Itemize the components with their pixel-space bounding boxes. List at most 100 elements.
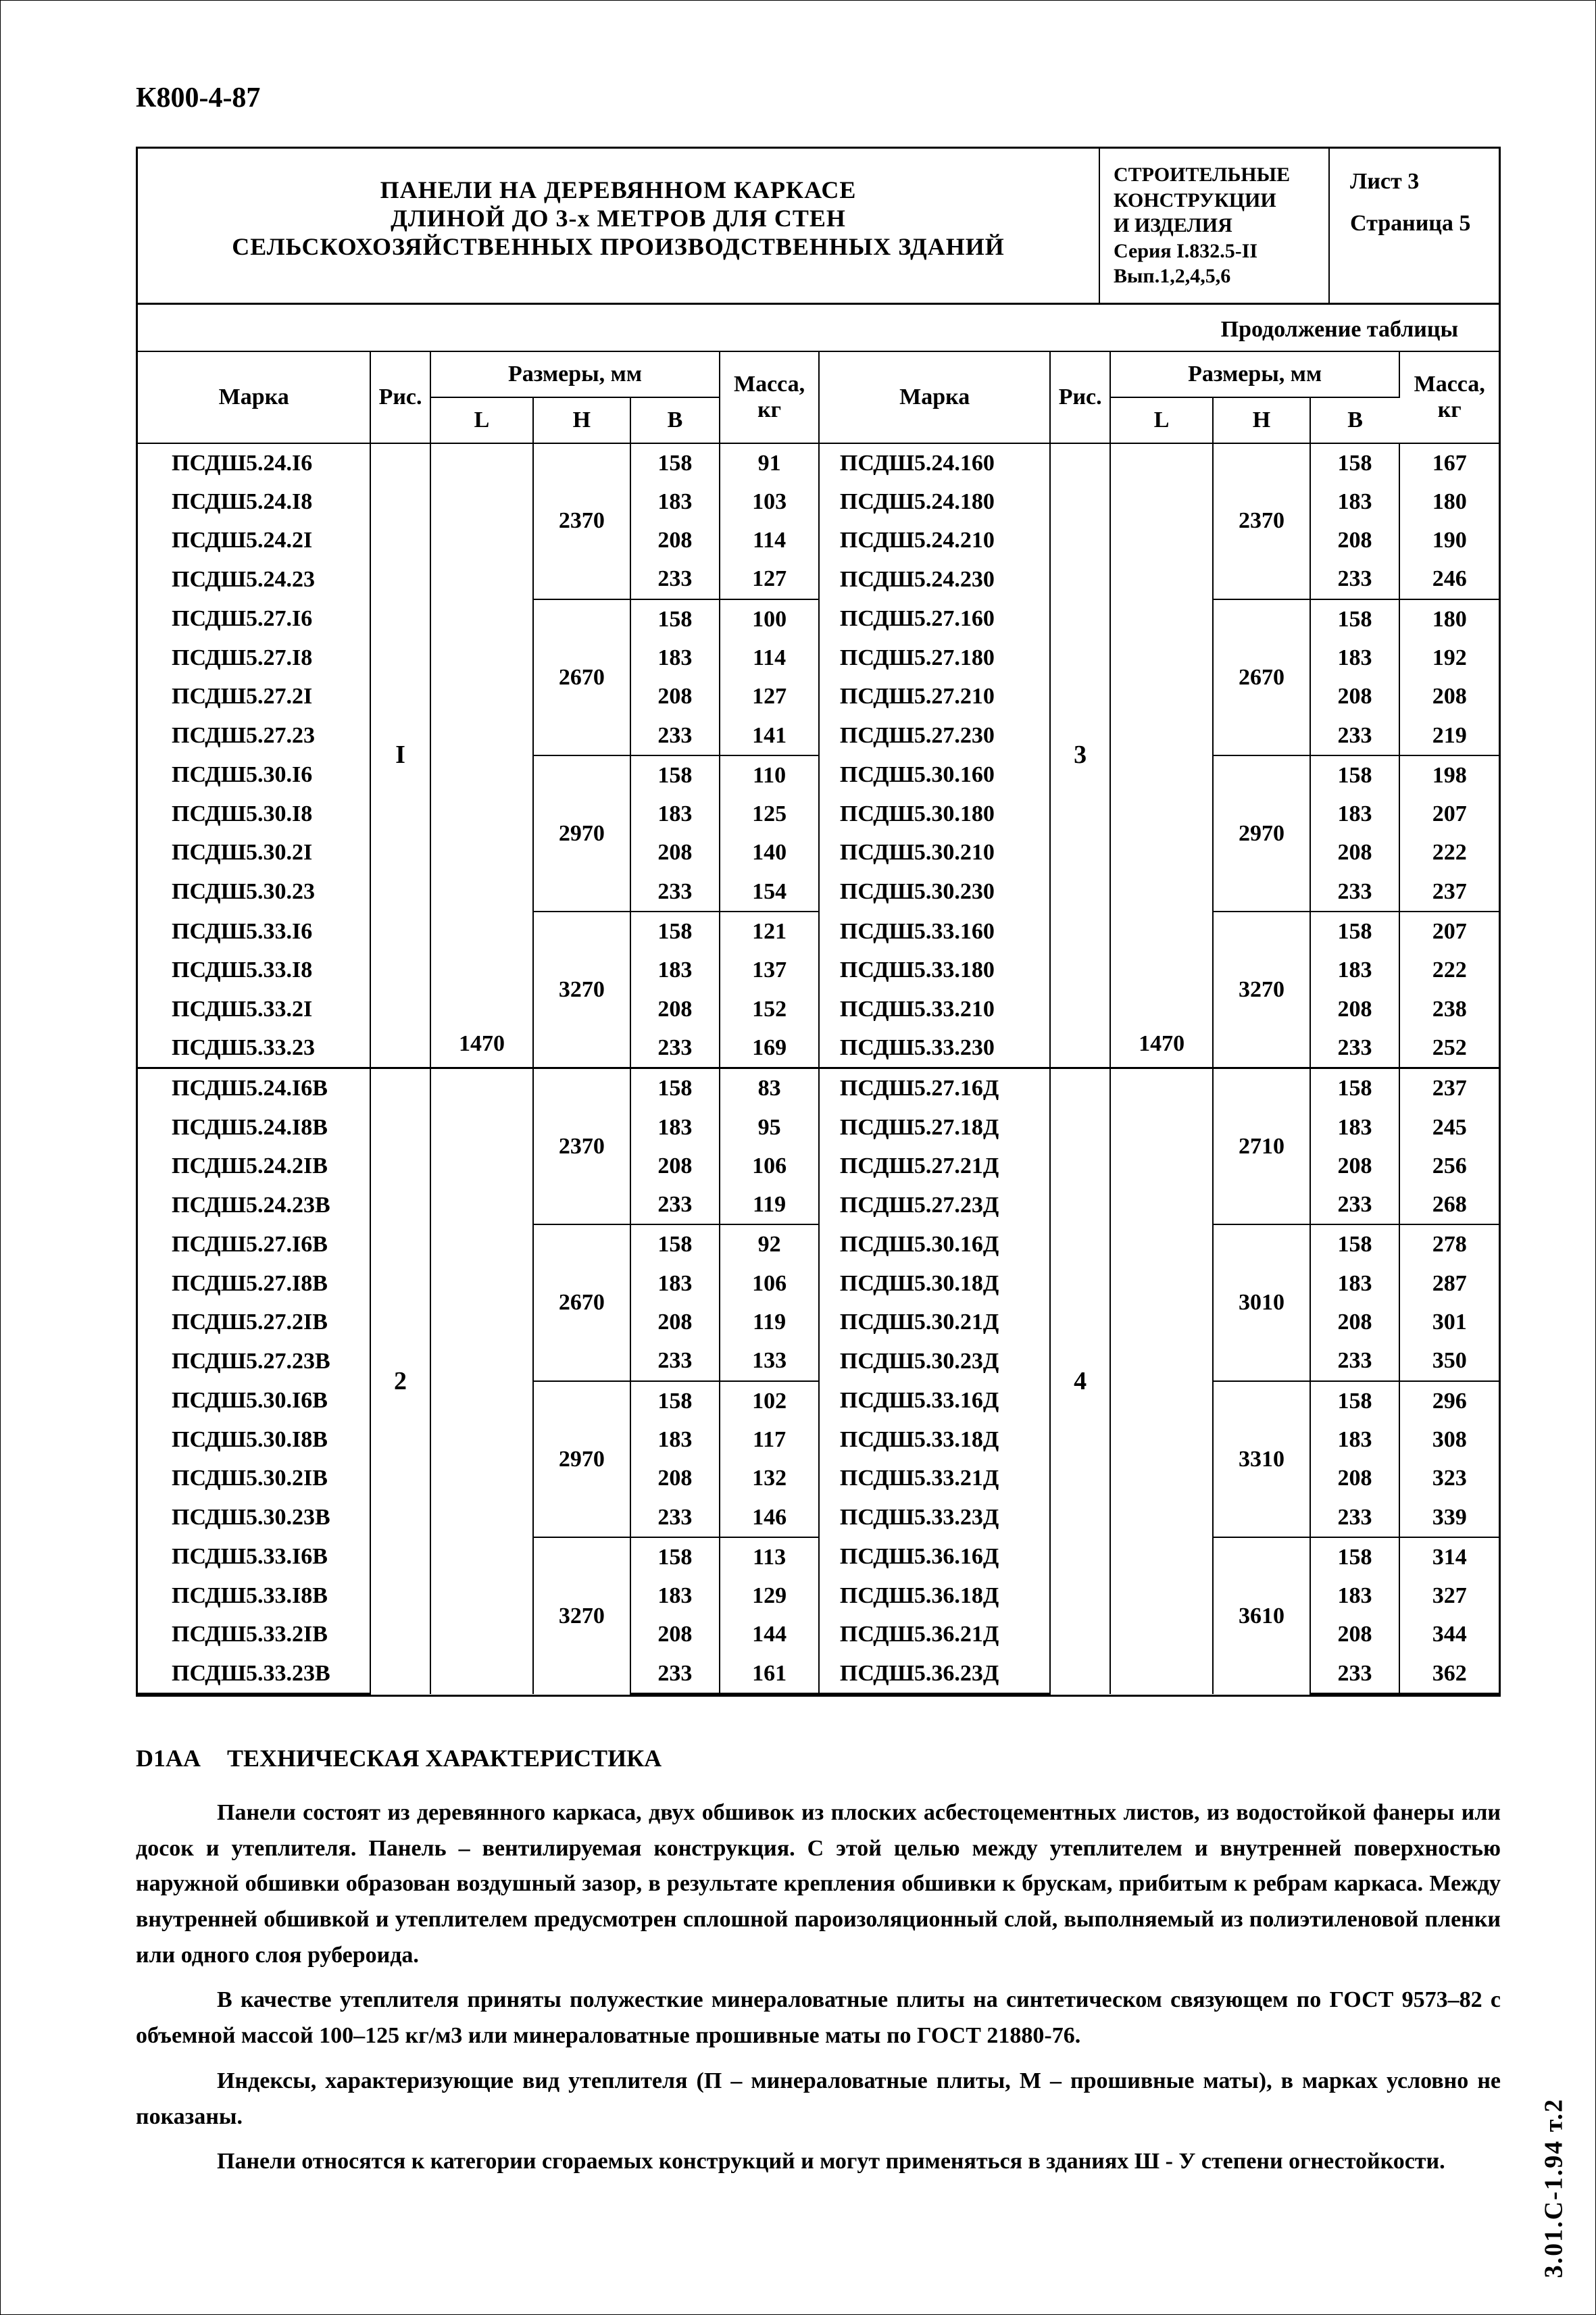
cell-mass: 237 <box>1399 872 1499 912</box>
header-page-no: Страница 5 <box>1350 211 1478 237</box>
cell-b: 183 <box>1310 951 1400 989</box>
cell-l: 1470 <box>430 443 533 1068</box>
cell-marka: ПСДШ5.24.2I <box>138 521 370 559</box>
cell-b: 183 <box>1310 1420 1400 1459</box>
cell-marka: ПСДШ5.24.I8В <box>138 1108 370 1147</box>
header-mid-l1: СТРОИТЕЛЬНЫЕ <box>1114 162 1315 188</box>
cell-b: 233 <box>630 1341 720 1380</box>
cell-marka: ПСДШ5.24.23 <box>138 559 370 599</box>
cell-mass: 167 <box>1399 443 1499 482</box>
th-ris-l: Рис. <box>370 352 430 443</box>
header-sheet: Лист 3 <box>1350 169 1478 195</box>
cell-marka: ПСДШ5.27.23В <box>138 1341 370 1380</box>
cell-n: 2370 <box>533 1068 630 1225</box>
cell-marka: ПСДШ5.24.180 <box>819 482 1051 521</box>
cell-mass: 106 <box>720 1147 819 1185</box>
cell-marka: ПСДШ5.30.I8 <box>138 795 370 833</box>
cell-mass: 113 <box>720 1537 819 1576</box>
cell-mass: 83 <box>720 1068 819 1108</box>
cell-b: 233 <box>1310 559 1400 599</box>
cell-mass: 125 <box>720 795 819 833</box>
th-dim-l: Размеры, мм <box>430 352 720 397</box>
cell-b: 158 <box>1310 755 1400 795</box>
cell-b: 233 <box>1310 1341 1400 1380</box>
cell-b: 158 <box>1310 1068 1400 1108</box>
cell-mass: 208 <box>1399 677 1499 716</box>
cell-mass: 103 <box>720 482 819 521</box>
header-title-l3: СЕЛЬСКОХОЗЯЙСТВЕННЫХ ПРОИЗВОДСТВЕННЫХ ЗД… <box>151 232 1085 261</box>
cell-marka: ПСДШ5.33.210 <box>819 990 1051 1028</box>
cell-mass: 256 <box>1399 1147 1499 1185</box>
data-table: Марка Рис. Размеры, мм Масса, кг Марка Р… <box>138 352 1499 1695</box>
cell-marka: ПСДШ5.36.21Д <box>819 1615 1051 1653</box>
header-title: ПАНЕЛИ НА ДЕРЕВЯННОМ КАРКАСЕ ДЛИНОЙ ДО 3… <box>138 149 1100 303</box>
cell-b: 183 <box>1310 1108 1400 1147</box>
cell-marka: ПСДШ5.33.I8 <box>138 951 370 989</box>
cell-b: 158 <box>630 912 720 951</box>
cell-mass: 169 <box>720 1028 819 1068</box>
cell-marka: ПСДШ5.27.210 <box>819 677 1051 716</box>
cell-marka: ПСДШ5.24.230 <box>819 559 1051 599</box>
cell-b: 208 <box>1310 990 1400 1028</box>
header-page: Лист 3 Страница 5 <box>1330 149 1499 303</box>
cell-b: 208 <box>1310 833 1400 872</box>
tech-title-text: ТЕХНИЧЕСКАЯ ХАРАКТЕРИСТИКА <box>227 1745 662 1772</box>
cell-b: 183 <box>630 795 720 833</box>
header-mid-l5: Вып.1,2,4,5,6 <box>1114 264 1315 289</box>
table-row: ПСДШ5.33.I63270158121ПСДШ5.33.1603270158… <box>138 912 1499 951</box>
cell-mass: 129 <box>720 1576 819 1615</box>
cell-mass: 278 <box>1399 1224 1499 1264</box>
cell-marka: ПСДШ5.27.23Д <box>819 1185 1051 1224</box>
cell-marka: ПСДШ5.36.16Д <box>819 1537 1051 1576</box>
cell-marka: ПСДШ5.33.23Д <box>819 1498 1051 1537</box>
cell-mass: 207 <box>1399 795 1499 833</box>
header-mid-l2: КОНСТРУКЦИИ <box>1114 188 1315 214</box>
cell-b: 183 <box>1310 795 1400 833</box>
cell-marka: ПСДШ5.36.23Д <box>819 1654 1051 1694</box>
cell-mass: 119 <box>720 1303 819 1341</box>
th-dim-r: Размеры, мм <box>1110 352 1400 397</box>
cell-marka: ПСДШ5.27.230 <box>819 716 1051 755</box>
table-row: ПСДШ5.27.I62670158100ПСДШ5.27.1602670158… <box>138 599 1499 639</box>
cell-mass: 137 <box>720 951 819 989</box>
cell-mass: 154 <box>720 872 819 912</box>
cell-marka: ПСДШ5.27.I8 <box>138 639 370 677</box>
table-row: ПСДШ5.24.I6В2237015883ПСДШ5.27.16Д427101… <box>138 1068 1499 1108</box>
cell-marka: ПСДШ5.33.2I <box>138 990 370 1028</box>
cell-marka: ПСДШ5.27.2IВ <box>138 1303 370 1341</box>
table-row: ПСДШ5.33.I6В3270158113ПСДШ5.36.16Д361015… <box>138 1537 1499 1576</box>
table-row: ПСДШ5.24.I6I1470237015891ПСДШ5.24.160314… <box>138 443 1499 482</box>
cell-b: 208 <box>630 990 720 1028</box>
cell-mass: 121 <box>720 912 819 951</box>
continuation-label: Продолжение таблицы <box>138 305 1499 352</box>
cell-mass: 362 <box>1399 1654 1499 1694</box>
cell-mass: 192 <box>1399 639 1499 677</box>
cell-b: 183 <box>630 1420 720 1459</box>
cell-b: 183 <box>630 482 720 521</box>
cell-mass: 323 <box>1399 1459 1499 1497</box>
cell-n: 3310 <box>1213 1381 1310 1537</box>
cell-mass: 180 <box>1399 482 1499 521</box>
cell-marka: ПСДШ5.33.21Д <box>819 1459 1051 1497</box>
cell-mass: 180 <box>1399 599 1499 639</box>
cell-mass: 91 <box>720 443 819 482</box>
table-head: Марка Рис. Размеры, мм Масса, кг Марка Р… <box>138 352 1499 443</box>
header-row: ПАНЕЛИ НА ДЕРЕВЯННОМ КАРКАСЕ ДЛИНОЙ ДО 3… <box>138 149 1499 305</box>
cell-b: 208 <box>630 1303 720 1341</box>
cell-mass: 127 <box>720 677 819 716</box>
cell-mass: 132 <box>720 1459 819 1497</box>
cell-marka: ПСДШ5.33.2IВ <box>138 1615 370 1653</box>
cell-ris: I <box>370 443 430 1068</box>
cell-b: 158 <box>1310 1381 1400 1420</box>
cell-mass: 92 <box>720 1224 819 1264</box>
th-b-r: В <box>1310 397 1400 443</box>
cell-marka: ПСДШ5.30.I6 <box>138 755 370 795</box>
cell-b: 233 <box>630 1185 720 1224</box>
cell-marka: ПСДШ5.24.210 <box>819 521 1051 559</box>
cell-b: 158 <box>630 1381 720 1420</box>
cell-ris: 3 <box>1050 443 1109 1068</box>
cell-mass: 161 <box>720 1654 819 1694</box>
cell-marka: ПСДШ5.27.18Д <box>819 1108 1051 1147</box>
cell-marka: ПСДШ5.33.16Д <box>819 1381 1051 1420</box>
cell-mass: 287 <box>1399 1264 1499 1303</box>
